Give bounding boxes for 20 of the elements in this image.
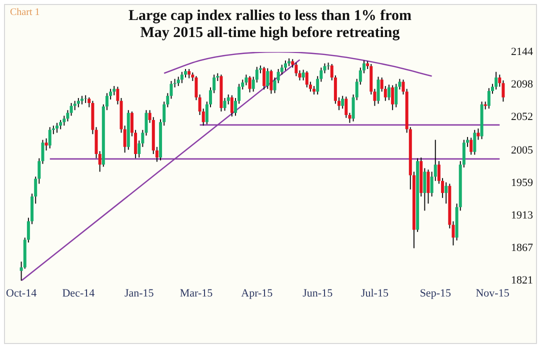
x-tick-label: Jun-15 — [302, 287, 334, 300]
x-tick-label: Nov-15 — [476, 287, 510, 300]
y-tick-label: 2098 — [511, 78, 534, 90]
caption: Chart 1 — [10, 7, 40, 18]
y-tick-label: 2005 — [511, 144, 534, 156]
chart-title: Large cap index rallies to less than 1% from May 2015 all-time high before retreating — [127, 8, 413, 42]
x-tick-label: Apr-15 — [241, 287, 274, 300]
y-tick-label: 1821 — [511, 274, 533, 287]
y-tick-label: 2052 — [511, 111, 533, 124]
x-tick-label: Jul-15 — [360, 287, 389, 300]
x-tick-label: Sep-15 — [420, 287, 452, 300]
x-tick-label: Dec-14 — [62, 287, 96, 300]
x-tick-label: Jan-15 — [124, 287, 154, 300]
y-tick-label: 2144 — [511, 46, 534, 58]
y-tick-label: 1867 — [511, 242, 534, 254]
x-tick-label: Oct-14 — [6, 287, 38, 300]
x-tick-label: Mar-15 — [180, 287, 214, 300]
y-tick-label: 1959 — [511, 176, 534, 189]
line-series — [163, 52, 432, 77]
y-tick-label: 1913 — [511, 210, 534, 222]
